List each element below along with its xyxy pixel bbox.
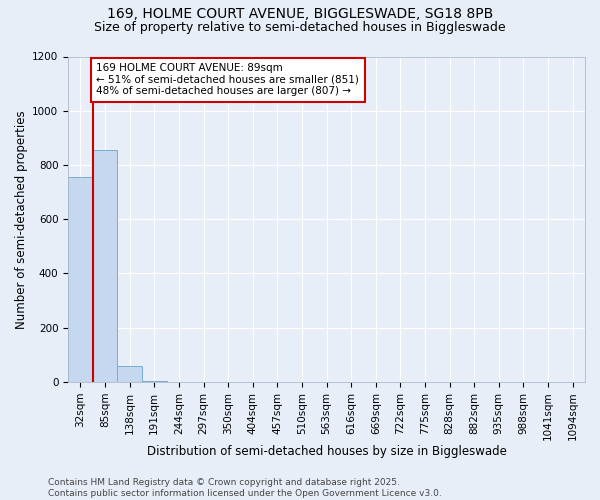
Text: 169, HOLME COURT AVENUE, BIGGLESWADE, SG18 8PB: 169, HOLME COURT AVENUE, BIGGLESWADE, SG… (107, 8, 493, 22)
Text: Size of property relative to semi-detached houses in Biggleswade: Size of property relative to semi-detach… (94, 21, 506, 34)
Y-axis label: Number of semi-detached properties: Number of semi-detached properties (15, 110, 28, 328)
Text: Contains HM Land Registry data © Crown copyright and database right 2025.
Contai: Contains HM Land Registry data © Crown c… (48, 478, 442, 498)
Bar (93, 150, 118, 382)
X-axis label: Distribution of semi-detached houses by size in Biggleswade: Distribution of semi-detached houses by … (146, 444, 506, 458)
Bar (118, 366, 142, 382)
Text: 169 HOLME COURT AVENUE: 89sqm
← 51% of semi-detached houses are smaller (851)
48: 169 HOLME COURT AVENUE: 89sqm ← 51% of s… (97, 64, 359, 96)
Bar (142, 381, 167, 382)
Bar (68, 176, 93, 382)
